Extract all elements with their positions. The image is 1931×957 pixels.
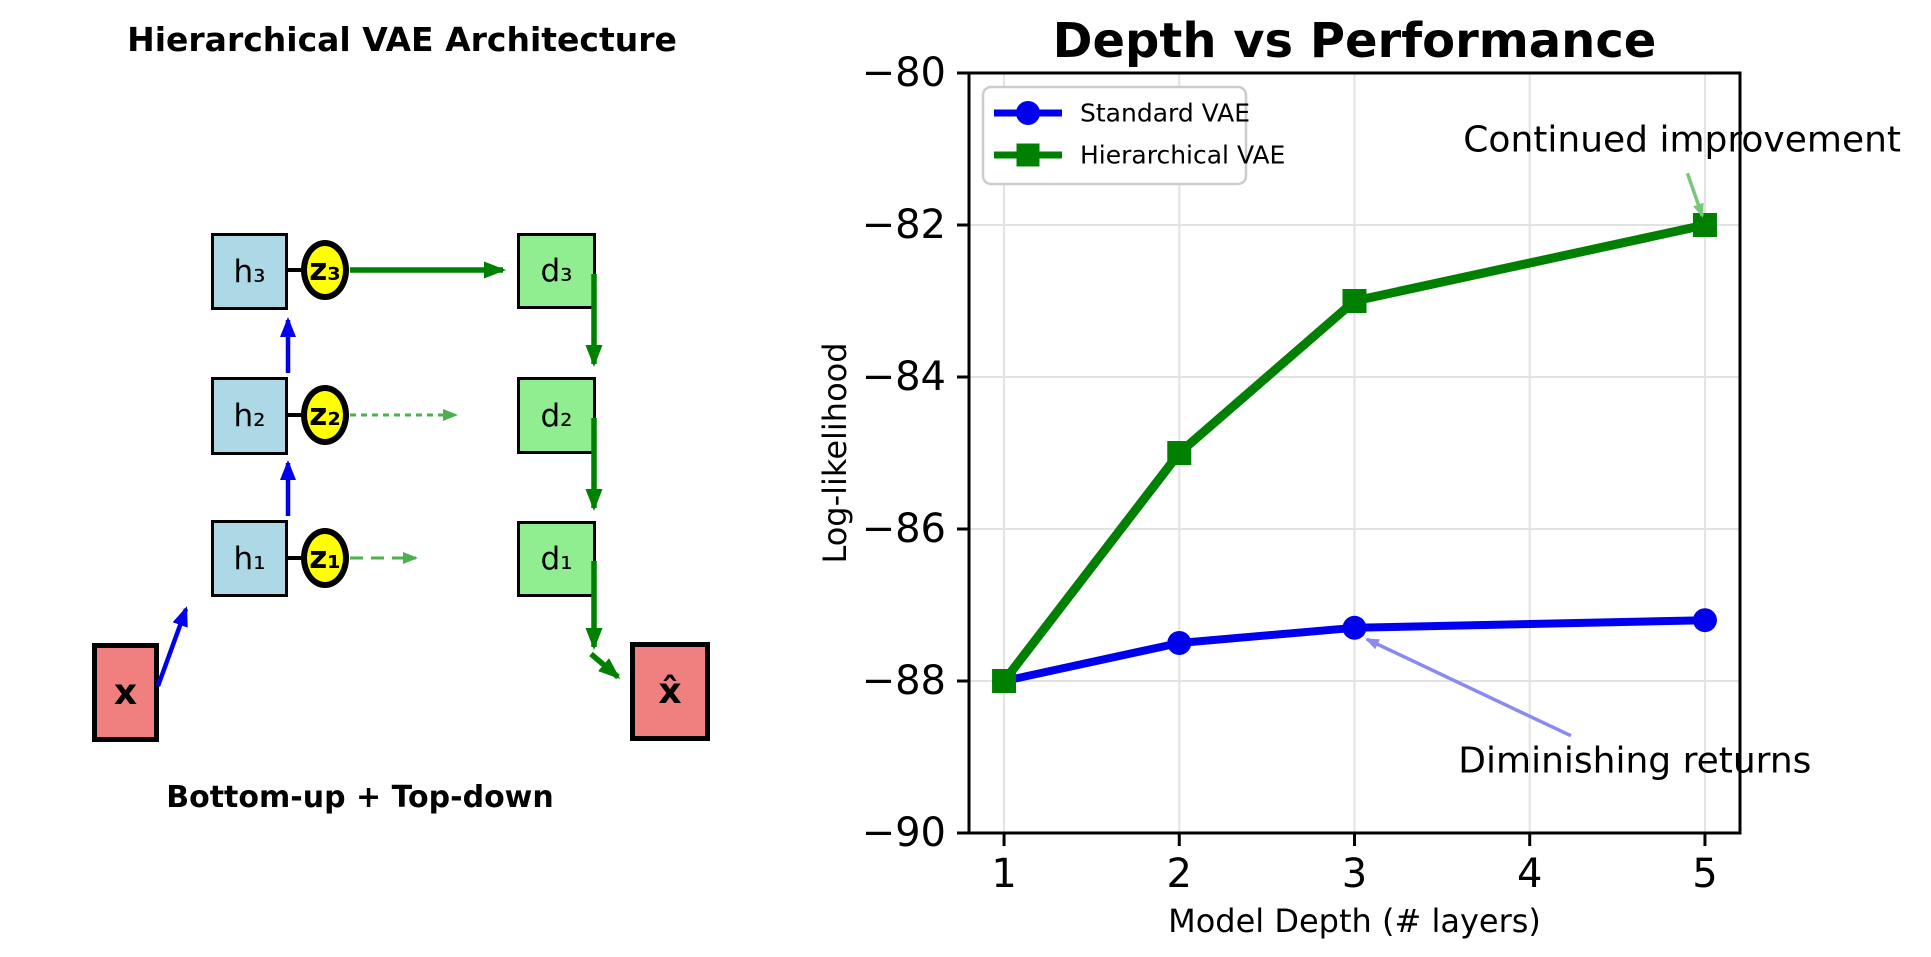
legend-square-marker-icon: [1016, 143, 1040, 167]
x-tick-label: 5: [1692, 851, 1717, 897]
diagram-caption: Bottom-up + Top-down: [166, 780, 554, 815]
latent-z1-node: z₁: [301, 528, 349, 588]
input-x-box: x: [92, 643, 159, 742]
y-tick-label: −86: [862, 506, 946, 552]
annotation-text: Continued improvement: [1463, 119, 1901, 160]
latent-z3-label: z₃: [309, 252, 341, 288]
decoder-d1-label: d₁: [540, 541, 573, 577]
y-axis-label: Log-likelihood: [816, 342, 854, 563]
legend-label: Standard VAE: [1080, 99, 1250, 128]
x-axis-label: Model Depth (# layers): [1168, 902, 1541, 940]
legend-circle-marker-icon: [1016, 101, 1040, 125]
decoder-d2-box: d₂: [517, 377, 596, 454]
x-tick-label: 3: [1342, 851, 1367, 897]
annotation-text: Diminishing returns: [1458, 740, 1811, 781]
y-tick-label: −82: [862, 202, 946, 248]
top-down-arrow-to-xhat: [589, 651, 621, 680]
decoder-d3-label: d₃: [540, 253, 573, 289]
data-point: [1167, 631, 1192, 655]
output-xhat-label: x̂: [658, 671, 682, 712]
decoder-d3-box: d₃: [517, 233, 596, 309]
y-tick-label: −90: [862, 810, 946, 856]
encoder-h3-box: h₃: [211, 233, 288, 310]
encoder-h2-label: h₂: [233, 398, 266, 434]
encoder-h1-box: h₁: [211, 520, 288, 597]
output-xhat-box: x̂: [630, 642, 710, 741]
chart-title: Depth vs Performance: [1053, 13, 1657, 69]
latent-z3-node: z₃: [301, 240, 349, 300]
data-point: [992, 669, 1017, 693]
latent-z2-label: z₂: [309, 397, 341, 433]
input-x-label: x: [113, 672, 138, 713]
data-point: [1692, 608, 1717, 633]
x-tick-label: 1: [991, 851, 1016, 897]
x-tick-label: 2: [1167, 851, 1192, 897]
legend-label: Hierarchical VAE: [1080, 141, 1285, 170]
y-tick-label: −88: [862, 658, 946, 704]
data-point: [1167, 441, 1192, 465]
decoder-d1-box: d₁: [517, 521, 596, 597]
y-tick-label: −84: [862, 354, 946, 400]
encoder-h1-label: h₁: [233, 540, 266, 577]
encoder-h2-box: h₂: [211, 377, 288, 455]
data-point: [1692, 213, 1717, 237]
bottom-up-arrow-x-to-h1: [155, 606, 189, 687]
annotation-arrow: [1685, 172, 1704, 218]
diagram-title: Hierarchical VAE Architecture: [127, 20, 677, 59]
annotation-arrow: [1364, 637, 1572, 738]
series-line-standard-vae: [1000, 616, 1709, 685]
decoder-d2-label: d₂: [540, 397, 573, 434]
y-tick-label: −80: [862, 50, 946, 96]
latent-z2-node: z₂: [301, 385, 349, 445]
series-line-hierarchical-vae: [999, 220, 1710, 686]
x-tick-label: 4: [1517, 851, 1542, 897]
data-point: [1342, 289, 1367, 313]
data-point: [1342, 615, 1367, 640]
encoder-h3-label: h₃: [233, 253, 266, 290]
latent-z1-label: z₁: [309, 540, 341, 576]
